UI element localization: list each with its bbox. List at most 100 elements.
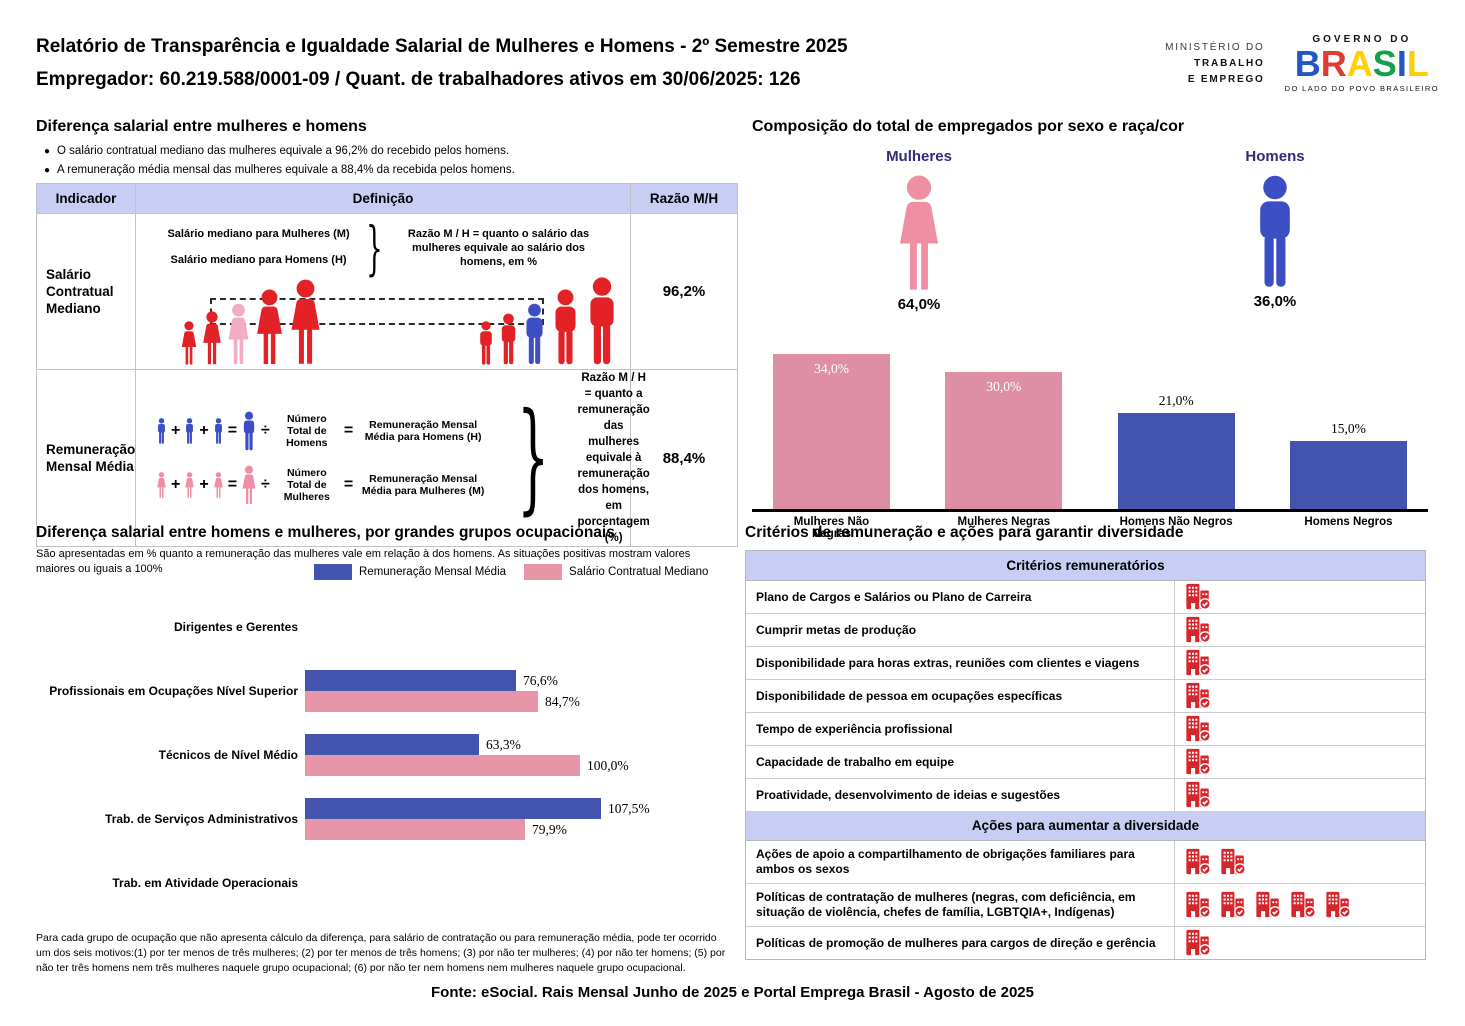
bar-value-label: 30,0% bbox=[986, 379, 1022, 394]
criteria-company-icons bbox=[1174, 713, 1425, 745]
criteria-section: Critérios de remuneração e ações para ga… bbox=[745, 524, 1426, 960]
man-median-icon bbox=[522, 303, 547, 365]
occupation-row: Profissionais em Ocupações Nível Superio… bbox=[36, 659, 742, 723]
company-check-icon bbox=[1185, 715, 1212, 743]
indicator-table: Indicador Definição Razão M/H Salário Co… bbox=[36, 183, 738, 547]
occupation-label: Dirigentes e Gerentes bbox=[173, 620, 298, 634]
criteria-label: Tempo de experiência profissional bbox=[756, 721, 953, 736]
criteria-label: Ações de apoio a compartilhamento de obr… bbox=[756, 847, 1135, 876]
occupational-chart: Dirigentes e Gerentes Profissionais em Oc… bbox=[36, 595, 742, 915]
occupation-bars: 63,3% 100,0% bbox=[305, 734, 742, 776]
bar-value-label: 84,7% bbox=[545, 693, 580, 709]
criteria-company-icons bbox=[1174, 779, 1425, 811]
bar bbox=[1117, 413, 1235, 509]
composition-title: Composição do total de empregados por se… bbox=[752, 118, 1185, 135]
men-formula-row: + + = ÷ Número Total de Homens = Remuner… bbox=[156, 411, 489, 451]
occupation-row: Dirigentes e Gerentes bbox=[36, 595, 742, 659]
company-check-icon bbox=[1185, 616, 1212, 644]
definition-remuneracao-media: + + = ÷ Número Total de Homens = Remuner… bbox=[135, 369, 650, 547]
brace-icon: } bbox=[365, 213, 383, 282]
bar bbox=[1289, 441, 1407, 509]
bar-value-label: 15,0% bbox=[1331, 421, 1366, 436]
bar-value-label: 107,5% bbox=[608, 800, 650, 816]
gov-brasil-word: BRASIL bbox=[1285, 45, 1439, 83]
source-footer: Fonte: eSocial. Rais Mensal Junho de 202… bbox=[431, 984, 1034, 1001]
company-check-icon bbox=[1185, 781, 1212, 809]
bar bbox=[305, 819, 525, 840]
median-definition-lines: Salário mediano para Mulheres (M) Salári… bbox=[167, 228, 350, 266]
woman-icon bbox=[213, 472, 224, 498]
criteria-label: Proatividade, desenvolvimento de ideias … bbox=[756, 787, 1061, 802]
bar bbox=[305, 798, 601, 819]
criteria-company-icons bbox=[1174, 746, 1425, 778]
report-title: Relatório de Transparência e Igualdade S… bbox=[36, 36, 848, 57]
criteria-row: Proatividade, desenvolvimento de ideias … bbox=[746, 778, 1425, 811]
man-icon bbox=[241, 411, 257, 451]
men-figures-group bbox=[477, 277, 620, 365]
criteria-label: Plano de Cargos e Salários ou Plano de C… bbox=[756, 589, 1032, 604]
ratio-definition-note: Razão M / H = quanto o salário das mulhe… bbox=[407, 227, 590, 268]
bar bbox=[305, 670, 516, 691]
salary-gap-title: Diferença salarial entre mulheres e home… bbox=[36, 118, 367, 135]
woman-median-icon bbox=[226, 303, 251, 365]
women-formula-row: + + = ÷ Número Total de Mulheres = Remun… bbox=[156, 465, 489, 505]
man-icon bbox=[550, 289, 581, 365]
bar-column: 21,0% bbox=[1117, 393, 1235, 509]
man-icon bbox=[156, 418, 167, 444]
criteria-label: Políticas de promoção de mulheres para c… bbox=[756, 935, 1156, 950]
woman-icon bbox=[180, 321, 198, 365]
gov-top-text: GOVERNO DO bbox=[1312, 34, 1412, 45]
bar-value-label: 76,6% bbox=[523, 672, 558, 688]
composition-bars: 34,0% 30,0% 21,0% 15,0% bbox=[752, 352, 1428, 512]
criteria-row: Plano de Cargos e Salários ou Plano de C… bbox=[746, 580, 1425, 613]
bar-value-label: 79,9% bbox=[532, 821, 567, 837]
company-check-icon bbox=[1185, 848, 1212, 876]
occupational-footnote: Para cada grupo de ocupação que não apre… bbox=[36, 932, 726, 974]
woman-icon bbox=[288, 279, 323, 365]
bar-value-label: 63,3% bbox=[486, 736, 521, 752]
bar: 34,0% bbox=[773, 354, 890, 509]
report-subtitle: Empregador: 60.219.588/0001-09 / Quant. … bbox=[36, 69, 801, 90]
composition-section: Composição do total de empregados por se… bbox=[752, 118, 1428, 540]
bar-category-label: Homens Negros bbox=[1304, 516, 1393, 528]
company-check-icon bbox=[1255, 891, 1282, 919]
ratio-definition-note: Razão M / H = quanto a remuneração das m… bbox=[577, 372, 650, 544]
criteria-title: Critérios de remuneração e ações para ga… bbox=[745, 524, 1184, 541]
criteria-row: Tempo de experiência profissional bbox=[746, 712, 1425, 745]
bullet-item: ● O salário contratual mediano das mulher… bbox=[44, 145, 510, 157]
col-header-definicao: Definição bbox=[135, 183, 631, 214]
criteria-row: Capacidade de trabalho em equipe bbox=[746, 745, 1425, 778]
bar bbox=[305, 755, 580, 776]
occupation-row: Técnicos de Nível Médio 63,3% 100,0% bbox=[36, 723, 742, 787]
bar-category-label: Homens Não Negros bbox=[1119, 516, 1233, 528]
occupational-subtitle: São apresentadas em % quanto a remuneraç… bbox=[36, 548, 691, 575]
criteria-section-header: Critérios remuneratórios bbox=[746, 551, 1425, 580]
ratio-salario-contratual: 96,2% bbox=[630, 213, 738, 370]
occupational-section: Diferença salarial entre homens e mulher… bbox=[36, 524, 742, 976]
criteria-table: Critérios remuneratórios Plano de Cargos … bbox=[745, 550, 1426, 960]
composition-pictograms: Mulheres 64,0% Homens 36,0% bbox=[752, 136, 1428, 352]
legend-swatch-blue bbox=[314, 564, 352, 580]
legend-label: Remuneração Mensal Média bbox=[359, 566, 507, 578]
bar-value-label: 100,0% bbox=[587, 757, 629, 773]
gov-brasil-letter: A bbox=[1346, 43, 1373, 84]
women-percentage: 64,0% bbox=[897, 296, 941, 313]
legend-swatch-pink bbox=[524, 564, 563, 580]
gov-brasil-letter: I bbox=[1396, 43, 1407, 84]
criteria-label: Cumprir metas de produção bbox=[756, 622, 917, 637]
indicator-salario-contratual: Salário Contratual Mediano bbox=[36, 213, 136, 370]
women-result-label: Remuneração Mensal Média para Mulheres (… bbox=[361, 473, 485, 497]
occupation-bars: 76,6% 84,7% bbox=[305, 670, 742, 712]
criteria-company-icons bbox=[1174, 680, 1425, 712]
occupation-label: Profissionais em Ocupações Nível Superio… bbox=[49, 684, 298, 698]
brace-icon: } bbox=[517, 388, 550, 527]
woman-icon bbox=[254, 289, 285, 365]
criteria-company-icons bbox=[1174, 841, 1425, 883]
company-check-icon bbox=[1185, 929, 1212, 957]
women-summary: Mulheres 64,0% bbox=[834, 148, 1004, 313]
occupation-row: Trab. de Serviços Administrativos 107,5% 7… bbox=[36, 787, 742, 851]
criteria-row: Cumprir metas de produção bbox=[746, 613, 1425, 646]
ministry-logo: MINISTÉRIO DO TRABALHO E EMPREGO bbox=[1165, 40, 1265, 88]
ministry-line-1: MINISTÉRIO DO bbox=[1165, 41, 1265, 53]
